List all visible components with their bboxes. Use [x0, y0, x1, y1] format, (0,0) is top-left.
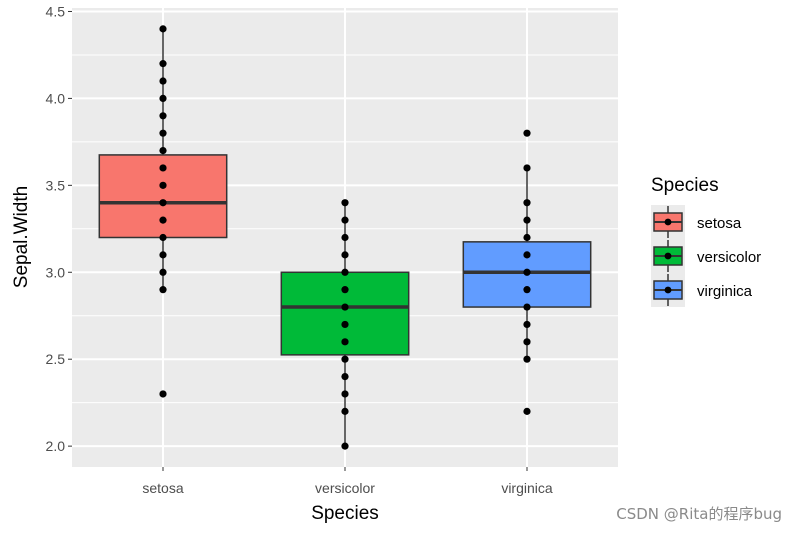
data-point: [159, 112, 167, 120]
legend-key-setosa: [653, 206, 683, 238]
data-point: [341, 442, 349, 450]
data-point: [523, 216, 531, 224]
y-tick-label: 2.0: [46, 438, 66, 454]
data-point: [523, 164, 531, 172]
data-point: [159, 164, 167, 172]
data-point: [341, 338, 349, 346]
y-axis-title: Sepal.Width: [11, 186, 32, 288]
legend: Species setosa versicolor virginica: [651, 175, 761, 307]
data-point: [159, 129, 167, 137]
data-point: [341, 286, 349, 294]
data-point: [341, 407, 349, 415]
y-tick-label: 3.0: [46, 264, 66, 280]
data-point: [341, 251, 349, 259]
data-point: [523, 338, 531, 346]
legend-title: Species: [651, 175, 719, 196]
legend-label: virginica: [697, 283, 753, 300]
legend-label: versicolor: [697, 249, 761, 266]
data-point: [159, 390, 167, 398]
data-point: [341, 233, 349, 242]
data-point: [341, 355, 349, 363]
y-tick-label: 3.5: [46, 177, 66, 193]
data-point: [523, 199, 531, 207]
data-point: [523, 303, 531, 311]
y-tick-label: 4.0: [46, 90, 66, 106]
data-point: [523, 407, 531, 415]
data-point: [523, 233, 531, 242]
data-point: [341, 216, 349, 224]
data-point: [159, 77, 167, 85]
watermark: CSDN @Rita的程序bug: [616, 505, 782, 523]
data-point: [523, 286, 531, 294]
y-tick-label: 2.5: [46, 351, 66, 367]
legend-label: setosa: [697, 215, 742, 232]
data-point: [523, 355, 531, 363]
data-point: [159, 233, 167, 242]
data-point: [341, 199, 349, 207]
data-point: [341, 268, 349, 276]
points-layer: [159, 25, 531, 450]
x-axis-title: Species: [311, 503, 379, 524]
x-tick-label: virginica: [501, 480, 553, 496]
legend-key-versicolor: [653, 240, 683, 272]
data-point: [523, 268, 531, 276]
data-point: [341, 372, 349, 381]
data-point: [159, 251, 167, 259]
data-point: [159, 268, 167, 276]
legend-key-point: [664, 218, 672, 226]
data-point: [159, 25, 167, 33]
legend-key-virginica: [653, 274, 683, 306]
data-point: [341, 390, 349, 398]
data-point: [341, 320, 349, 329]
x-tick-label: setosa: [142, 480, 183, 496]
data-point: [341, 303, 349, 311]
data-point: [159, 146, 167, 155]
data-point: [159, 181, 167, 189]
legend-key-point: [664, 286, 672, 294]
data-point: [159, 60, 167, 68]
data-point: [159, 199, 167, 207]
data-point: [159, 94, 167, 103]
axes-layer: 2.0 2.5 3.0 3.5 4.0 4.5 setosa versicolor virgin…: [46, 3, 553, 496]
legend-key-point: [664, 252, 672, 260]
data-point: [523, 320, 531, 329]
x-tick-label: versicolor: [315, 480, 375, 496]
data-point: [523, 251, 531, 259]
y-tick-label: 4.5: [46, 3, 66, 19]
data-point: [159, 286, 167, 294]
data-point: [159, 216, 167, 224]
data-point: [523, 129, 531, 137]
